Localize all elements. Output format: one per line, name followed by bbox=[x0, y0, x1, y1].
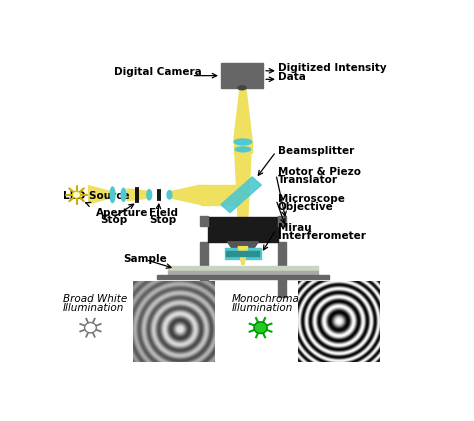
Ellipse shape bbox=[73, 191, 81, 198]
Text: Stop: Stop bbox=[149, 216, 176, 225]
Polygon shape bbox=[235, 153, 251, 218]
Text: Digital Camera: Digital Camera bbox=[114, 67, 202, 77]
Text: Translator: Translator bbox=[278, 175, 338, 185]
FancyBboxPatch shape bbox=[278, 242, 286, 297]
Text: Illumination: Illumination bbox=[63, 303, 124, 312]
FancyBboxPatch shape bbox=[168, 266, 318, 271]
Text: Beamsplitter: Beamsplitter bbox=[278, 146, 354, 156]
Ellipse shape bbox=[147, 189, 152, 200]
FancyBboxPatch shape bbox=[221, 64, 263, 88]
FancyBboxPatch shape bbox=[278, 216, 286, 226]
Ellipse shape bbox=[234, 139, 252, 145]
Ellipse shape bbox=[238, 86, 246, 90]
Ellipse shape bbox=[110, 187, 115, 203]
Text: Motor & Piezo: Motor & Piezo bbox=[278, 167, 361, 177]
Text: LED Source: LED Source bbox=[63, 191, 129, 201]
Ellipse shape bbox=[254, 322, 267, 333]
Text: Aperture: Aperture bbox=[96, 208, 148, 218]
FancyBboxPatch shape bbox=[200, 216, 208, 226]
FancyBboxPatch shape bbox=[200, 242, 208, 297]
Ellipse shape bbox=[121, 188, 126, 201]
Ellipse shape bbox=[235, 147, 251, 152]
Text: Broad White: Broad White bbox=[63, 294, 127, 304]
Text: Mirau: Mirau bbox=[278, 223, 311, 233]
Text: Microscope: Microscope bbox=[278, 194, 345, 204]
Polygon shape bbox=[228, 242, 258, 248]
Polygon shape bbox=[127, 189, 149, 201]
Polygon shape bbox=[238, 247, 248, 264]
FancyBboxPatch shape bbox=[208, 218, 278, 242]
FancyBboxPatch shape bbox=[156, 275, 329, 280]
Text: Stop: Stop bbox=[100, 216, 128, 225]
Text: Objective: Objective bbox=[278, 202, 334, 212]
Polygon shape bbox=[171, 185, 201, 205]
Polygon shape bbox=[221, 177, 261, 213]
Polygon shape bbox=[234, 141, 252, 153]
Polygon shape bbox=[201, 185, 236, 205]
Text: Interferometer: Interferometer bbox=[278, 231, 366, 241]
Text: Sample: Sample bbox=[124, 253, 167, 264]
Text: Field: Field bbox=[149, 208, 178, 218]
Text: Monochromatic: Monochromatic bbox=[232, 294, 312, 304]
FancyBboxPatch shape bbox=[227, 251, 259, 256]
Ellipse shape bbox=[167, 191, 172, 199]
FancyBboxPatch shape bbox=[168, 271, 318, 275]
Polygon shape bbox=[89, 186, 112, 204]
FancyBboxPatch shape bbox=[225, 248, 261, 258]
Text: Illumination: Illumination bbox=[232, 303, 293, 312]
Ellipse shape bbox=[84, 322, 96, 333]
Text: Digitized Intensity: Digitized Intensity bbox=[278, 63, 386, 73]
Text: Data: Data bbox=[278, 72, 306, 82]
Polygon shape bbox=[234, 88, 252, 141]
